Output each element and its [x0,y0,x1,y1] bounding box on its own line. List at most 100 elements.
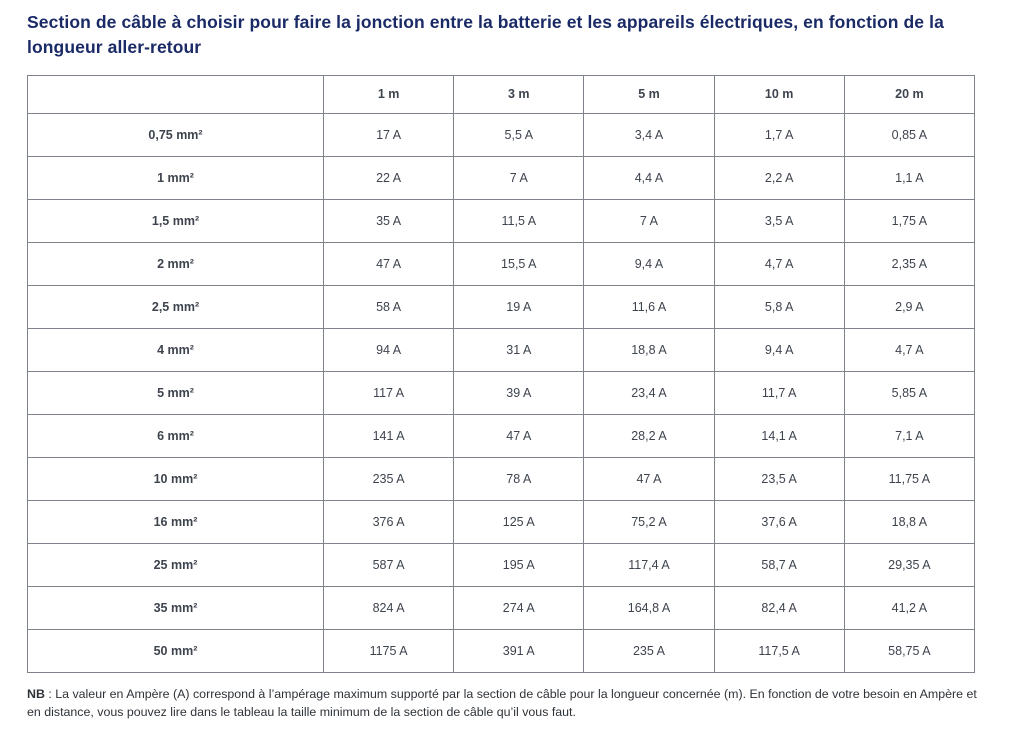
amperage-cell: 5,5 A [453,112,585,157]
row-label-section: 10 mm² [27,456,324,501]
row-label-section: 5 mm² [27,370,324,415]
amperage-cell: 47 A [583,456,715,501]
amperage-cell: 164,8 A [583,585,715,630]
amperage-cell: 94 A [322,327,455,372]
amperage-cell: 1,75 A [843,198,976,243]
amperage-cell: 2,35 A [843,241,976,286]
amperage-cell: 75,2 A [583,499,715,544]
footnote: NB : La valeur en Ampère (A) correspond … [27,686,987,722]
row-label-section: 2,5 mm² [27,284,324,329]
amperage-cell: 1,7 A [713,112,845,157]
amperage-cell: 11,75 A [843,456,976,501]
amperage-cell: 7,1 A [843,413,976,458]
amperage-cell: 17 A [322,112,455,157]
amperage-cell: 141 A [322,413,455,458]
amperage-cell: 2,9 A [843,284,976,329]
footnote-text: : La valeur en Ampère (A) correspond à l… [27,686,977,719]
page-title: Section de câble à choisir pour faire la… [27,12,944,58]
table-row: 5 mm² 117 A 39 A 23,4 A 11,7 A 5,85 A [27,370,976,415]
amperage-cell: 4,4 A [583,155,715,200]
row-label-section: 1,5 mm² [27,198,324,243]
table-row: 50 mm² 1175 A 391 A 235 A 117,5 A 58,75 A [27,628,976,673]
amperage-cell: 587 A [322,542,455,587]
amperage-cell: 58 A [322,284,455,329]
amperage-cell: 31 A [453,327,585,372]
amperage-cell: 29,35 A [843,542,976,587]
amperage-cell: 28,2 A [583,413,715,458]
table-row: 4 mm² 94 A 31 A 18,8 A 9,4 A 4,7 A [27,327,976,372]
amperage-cell: 47 A [453,413,585,458]
amperage-cell: 18,8 A [583,327,715,372]
row-label-section: 4 mm² [27,327,324,372]
amperage-cell: 18,8 A [843,499,976,544]
corner-cell [27,74,324,114]
column-header-length: 1 m [322,74,455,114]
amperage-cell: 235 A [322,456,455,501]
row-label-section: 1 mm² [27,155,324,200]
amperage-cell: 125 A [453,499,585,544]
amperage-cell: 23,4 A [583,370,715,415]
amperage-cell: 376 A [322,499,455,544]
table-row: 0,75 mm² 17 A 5,5 A 3,4 A 1,7 A 0,85 A [27,112,976,157]
row-label-section: 50 mm² [27,628,324,673]
amperage-cell: 58,75 A [843,628,976,673]
amperage-cell: 58,7 A [713,542,845,587]
amperage-cell: 11,7 A [713,370,845,415]
row-label-section: 35 mm² [27,585,324,630]
amperage-cell: 2,2 A [713,155,845,200]
amperage-cell: 37,6 A [713,499,845,544]
table-row: 35 mm² 824 A 274 A 164,8 A 82,4 A 41,2 A [27,585,976,630]
footnote-prefix: NB [27,686,45,701]
amperage-cell: 78 A [453,456,585,501]
table-row: 25 mm² 587 A 195 A 117,4 A 58,7 A 29,35 A [27,542,976,587]
amperage-cell: 14,1 A [713,413,845,458]
amperage-cell: 3,5 A [713,198,845,243]
amperage-cell: 35 A [322,198,455,243]
amperage-cell: 82,4 A [713,585,845,630]
amperage-cell: 117,5 A [713,628,845,673]
amperage-cell: 4,7 A [713,241,845,286]
amperage-cell: 39 A [453,370,585,415]
column-header-length: 20 m [843,74,976,114]
table-row: 10 mm² 235 A 78 A 47 A 23,5 A 11,75 A [27,456,976,501]
amperage-cell: 41,2 A [843,585,976,630]
column-header-length: 3 m [453,74,585,114]
amperage-cell: 274 A [453,585,585,630]
column-header-length: 10 m [713,74,845,114]
table-row: 16 mm² 376 A 125 A 75,2 A 37,6 A 18,8 A [27,499,976,544]
amperage-cell: 0,85 A [843,112,976,157]
row-label-section: 25 mm² [27,542,324,587]
amperage-cell: 391 A [453,628,585,673]
amperage-cell: 117,4 A [583,542,715,587]
amperage-cell: 11,5 A [453,198,585,243]
row-label-section: 16 mm² [27,499,324,544]
row-label-section: 6 mm² [27,413,324,458]
amperage-cell: 195 A [453,542,585,587]
row-label-section: 0,75 mm² [27,112,324,157]
amperage-cell: 3,4 A [583,112,715,157]
table-row: 2,5 mm² 58 A 19 A 11,6 A 5,8 A 2,9 A [27,284,976,329]
amperage-cell: 9,4 A [583,241,715,286]
amperage-cell: 4,7 A [843,327,976,372]
amperage-cell: 23,5 A [713,456,845,501]
amperage-cell: 1175 A [322,628,455,673]
amperage-cell: 11,6 A [583,284,715,329]
amperage-cell: 7 A [583,198,715,243]
amperage-cell: 824 A [322,585,455,630]
column-header-length: 5 m [583,74,715,114]
amperage-cell: 5,8 A [713,284,845,329]
amperage-cell: 1,1 A [843,155,976,200]
amperage-cell: 22 A [322,155,455,200]
row-label-section: 2 mm² [27,241,324,286]
amperage-cell: 19 A [453,284,585,329]
amperage-cell: 9,4 A [713,327,845,372]
amperage-cell: 7 A [453,155,585,200]
table-row: 2 mm² 47 A 15,5 A 9,4 A 4,7 A 2,35 A [27,241,976,286]
